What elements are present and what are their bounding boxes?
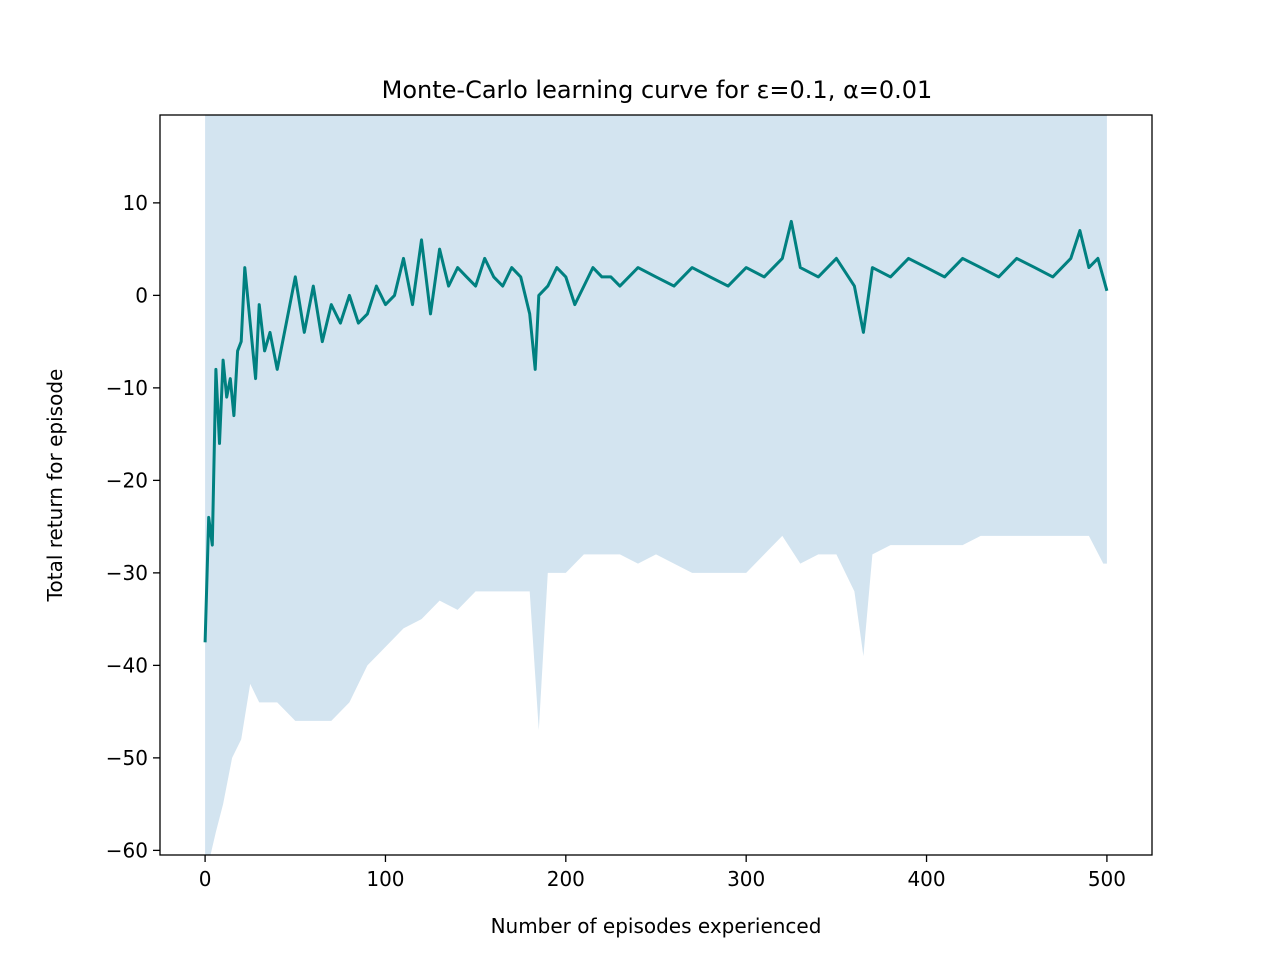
x-axis-label: Number of episodes experienced <box>491 914 822 938</box>
x-tick-label: 0 <box>199 867 212 891</box>
y-axis-label: Total return for episode <box>43 369 67 603</box>
y-tick-label: 10 <box>123 191 148 215</box>
x-tick-label: 400 <box>907 867 945 891</box>
plot-area <box>203 115 1109 855</box>
y-tick-label: −40 <box>106 653 148 677</box>
y-tick-label: 0 <box>135 283 148 307</box>
series-line-mean-return <box>203 219 1109 643</box>
x-tick-label: 500 <box>1088 867 1126 891</box>
y-tick-label: −10 <box>106 376 148 400</box>
y-axis-ticks: −60 −50 −40 −30 −20 −10 0 10 <box>106 191 160 862</box>
x-tick-label: 300 <box>727 867 765 891</box>
y-tick-label: −20 <box>106 468 148 492</box>
x-tick-label: 100 <box>366 867 404 891</box>
y-tick-label: −50 <box>106 746 148 770</box>
chart-title: Monte-Carlo learning curve for ε=0.1, α=… <box>382 76 933 104</box>
x-axis-ticks: 0 100 200 300 400 500 <box>199 855 1126 891</box>
x-tick-label: 200 <box>547 867 585 891</box>
confidence-band <box>205 115 1107 855</box>
y-tick-label: −30 <box>106 561 148 585</box>
axes-frame <box>159 114 1153 856</box>
y-tick-label: −60 <box>106 838 148 862</box>
